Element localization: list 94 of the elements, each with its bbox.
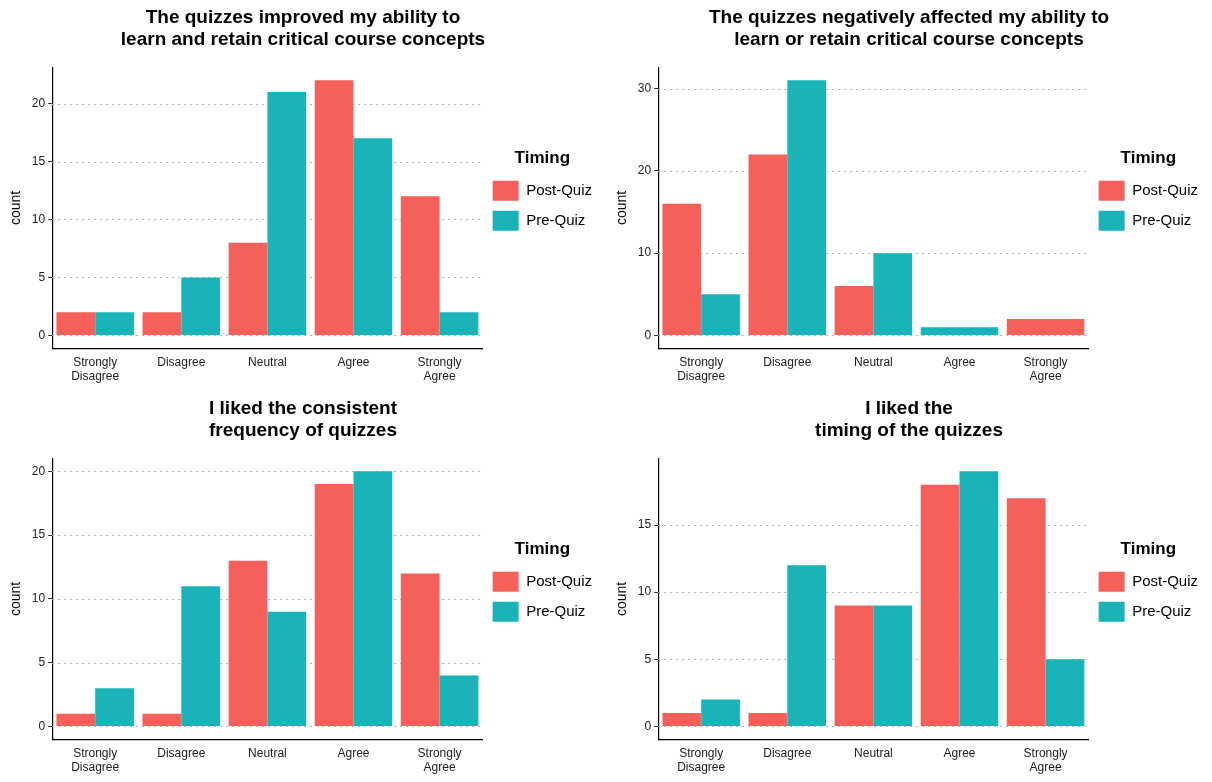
- y-tick-label: 30: [637, 80, 652, 95]
- y-tick-label: 0: [644, 718, 652, 733]
- bar: [662, 203, 702, 335]
- legend-title: Timing: [1120, 539, 1177, 559]
- bar: [439, 675, 479, 726]
- bar: [267, 91, 307, 335]
- y-tick-label: 20: [31, 95, 46, 110]
- bar: [1006, 498, 1046, 726]
- bar: [56, 713, 96, 726]
- bar: [181, 586, 221, 726]
- x-tick-label: Agree: [943, 354, 976, 369]
- bar: [787, 565, 827, 726]
- y-tick-label: 15: [637, 517, 652, 532]
- bar: [701, 294, 740, 335]
- bar: [834, 605, 874, 726]
- y-tick-label: 5: [38, 654, 46, 669]
- bar: [1045, 659, 1085, 726]
- bar: [873, 253, 913, 335]
- bar: [314, 80, 354, 335]
- legend-label: Post-Quiz: [1132, 571, 1199, 589]
- x-tick-label: Disagree: [763, 354, 812, 369]
- y-axis-title: count: [613, 581, 630, 617]
- legend-label: Post-Quiz: [1132, 180, 1199, 198]
- bar: [787, 80, 827, 335]
- x-tick-label: Strongly Disagree: [71, 354, 120, 384]
- bar: [920, 484, 960, 726]
- y-tick-label: 15: [31, 153, 46, 168]
- x-tick-label: Agree: [337, 745, 370, 760]
- x-tick-label: Agree: [337, 354, 370, 369]
- x-tick-label: Strongly Agree: [417, 745, 462, 775]
- bar: [314, 484, 354, 726]
- chart-title: The quizzes negatively affected my ability to learn or retain critical course concepts: [708, 5, 1110, 50]
- legend-title: Timing: [514, 539, 571, 559]
- bar: [353, 471, 393, 726]
- x-tick-label: Strongly Disagree: [677, 745, 726, 775]
- legend-title: Timing: [514, 148, 571, 168]
- chart-title: I liked the consistent frequency of quizzes: [209, 396, 398, 441]
- y-tick-label: 10: [637, 245, 652, 260]
- bar: [181, 277, 221, 335]
- bar: [353, 138, 393, 335]
- y-tick-label: 10: [637, 584, 652, 599]
- x-tick-label: Neutral: [248, 354, 287, 369]
- bar: [439, 312, 479, 335]
- bar: [748, 713, 788, 726]
- bar: [142, 713, 182, 726]
- legend-label: Post-Quiz: [526, 180, 593, 198]
- y-axis-title: count: [7, 190, 24, 226]
- x-tick-label: Neutral: [854, 354, 893, 369]
- x-tick-label: Strongly Disagree: [71, 745, 120, 775]
- y-tick-label: 0: [38, 327, 46, 342]
- bar: [95, 312, 134, 335]
- x-tick-label: Neutral: [854, 745, 893, 760]
- bar: [662, 713, 702, 726]
- y-tick-label: 10: [31, 211, 46, 226]
- y-tick-label: 0: [644, 327, 652, 342]
- legend-label: Pre-Quiz: [1132, 210, 1192, 228]
- bar: [400, 196, 440, 335]
- bar: [748, 154, 788, 335]
- y-tick-label: 20: [637, 163, 652, 178]
- bar: [873, 605, 913, 726]
- bar: [228, 560, 268, 726]
- x-tick-label: Strongly Agree: [417, 354, 462, 384]
- bar: [959, 471, 999, 726]
- y-tick-label: 10: [31, 591, 46, 606]
- x-tick-label: Disagree: [763, 745, 812, 760]
- bar: [228, 242, 268, 335]
- y-tick-label: 5: [38, 269, 46, 284]
- y-tick-label: 5: [644, 651, 652, 666]
- x-tick-label: Strongly Disagree: [677, 354, 726, 384]
- x-tick-label: Strongly Agree: [1023, 354, 1068, 384]
- bar: [701, 699, 740, 726]
- x-tick-label: Agree: [943, 745, 976, 760]
- legend-title: Timing: [1120, 148, 1177, 168]
- x-tick-label: Strongly Agree: [1023, 745, 1068, 775]
- y-tick-label: 15: [31, 527, 46, 542]
- bar: [95, 688, 134, 726]
- y-tick-label: 20: [31, 463, 46, 478]
- y-axis-title: count: [7, 581, 24, 617]
- x-tick-label: Disagree: [157, 354, 206, 369]
- bar: [142, 312, 182, 335]
- bar: [267, 611, 307, 726]
- x-tick-label: Neutral: [248, 745, 287, 760]
- bar: [56, 312, 96, 335]
- legend-label: Pre-Quiz: [1132, 601, 1192, 619]
- chart-title: The quizzes improved my ability to learn and retain critical course concepts: [120, 5, 486, 50]
- x-tick-label: Disagree: [157, 745, 206, 760]
- legend-label: Pre-Quiz: [526, 601, 586, 619]
- y-axis-title: count: [613, 190, 630, 226]
- legend-label: Post-Quiz: [526, 571, 593, 589]
- chart-title: I liked the timing of the quizzes: [815, 396, 1003, 441]
- bar: [400, 573, 440, 726]
- bar: [834, 286, 874, 335]
- y-tick-label: 0: [38, 718, 46, 733]
- legend-label: Pre-Quiz: [526, 210, 586, 228]
